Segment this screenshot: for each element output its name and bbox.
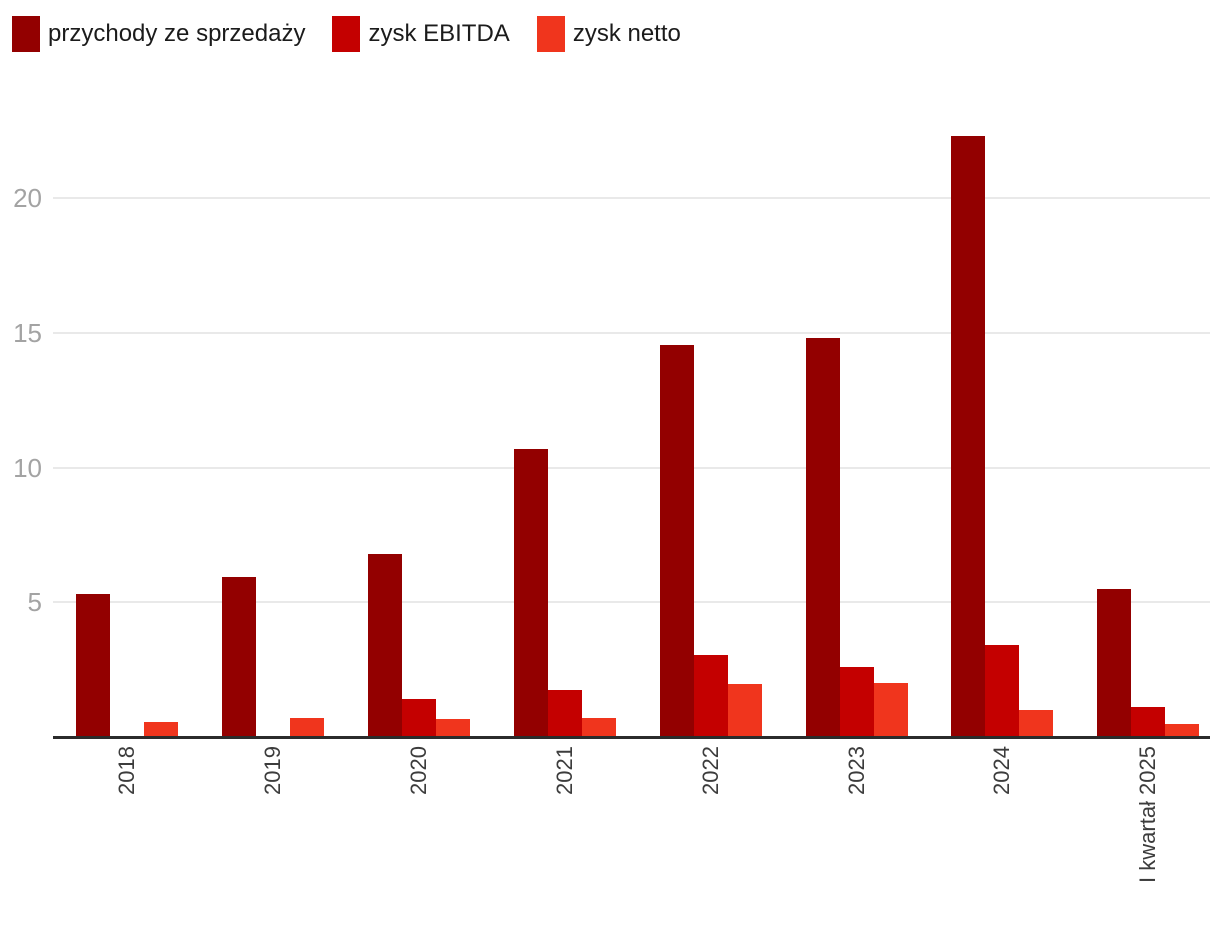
legend-label: przychody ze sprzedaży [48, 20, 306, 47]
bar-przychody-ze-sprzeda-y-2022[interactable] [660, 344, 694, 737]
bar-zysk-netto-2019[interactable] [290, 718, 324, 737]
bar-przychody-ze-sprzeda-y-2021[interactable] [514, 448, 548, 737]
bar-zysk-netto-2018[interactable] [144, 722, 178, 737]
bar-zysk-netto-2022[interactable] [728, 684, 762, 737]
x-axis-line [53, 736, 1210, 739]
legend-item-series-1[interactable]: zysk EBITDA [332, 16, 510, 52]
bar-przychody-ze-sprzeda-y-2020[interactable] [368, 553, 402, 737]
bar-zysk-ebitda-2023[interactable] [840, 666, 874, 737]
bar-zysk-netto-2024[interactable] [1019, 710, 1053, 737]
legend-swatch-icon [332, 16, 361, 52]
bar-zysk-netto-2023[interactable] [874, 683, 908, 737]
x-axis-label-2023: 2023 [843, 746, 869, 795]
bar-zysk-netto-2020[interactable] [436, 719, 470, 737]
y-axis-tick-label: 20 [13, 183, 42, 213]
bar-zysk-ebitda-2022[interactable] [694, 654, 728, 737]
legend-swatch-icon [536, 16, 565, 52]
x-axis-label-2021: 2021 [551, 746, 577, 795]
x-axis-label-2018: 2018 [114, 746, 139, 795]
legend-item-series-2[interactable]: zysk netto [536, 16, 681, 52]
gridline-15 [53, 331, 1210, 334]
gridline-20 [53, 197, 1210, 199]
bar-przychody-ze-sprzeda-y-i-kwarta-2025[interactable] [1097, 588, 1131, 737]
bar-przychody-ze-sprzeda-y-2023[interactable] [806, 338, 840, 737]
bar-zysk-netto-i-kwarta-2025[interactable] [1165, 723, 1199, 737]
x-axis-label-2019: 2019 [259, 746, 285, 795]
y-axis-tick-label: 5 [27, 587, 42, 618]
gridline-5 [53, 601, 1210, 604]
bar-zysk-ebitda-2024[interactable] [985, 645, 1019, 737]
bar-zysk-netto-2021[interactable] [582, 718, 616, 737]
x-axis-label-2022: 2022 [697, 746, 723, 795]
legend-item-series-0[interactable]: przychody ze sprzedaży [12, 16, 305, 52]
legend-label: zysk netto [572, 20, 681, 47]
x-axis-label-i-kwarta-2025: I kwartał 2025 [1135, 746, 1161, 883]
chart-legend: przychody ze sprzedaży zysk EBITDA zysk ne… [12, 16, 681, 52]
bar-zysk-ebitda-2021[interactable] [548, 689, 582, 737]
bar-przychody-ze-sprzeda-y-2019[interactable] [222, 576, 256, 737]
legend-label: zysk EBITDA [368, 20, 510, 47]
gridline-10 [53, 466, 1210, 469]
bar-zysk-ebitda-i-kwarta-2025[interactable] [1131, 707, 1165, 737]
legend-swatch-icon [12, 16, 40, 52]
y-axis-tick-label: 10 [13, 452, 42, 483]
x-axis-label-2020: 2020 [405, 746, 431, 795]
bar-przychody-ze-sprzeda-y-2024[interactable] [951, 136, 985, 737]
bar-przychody-ze-sprzeda-y-2018[interactable] [76, 594, 110, 737]
y-axis-tick-label: 15 [13, 317, 42, 348]
x-axis-label-2024: 2024 [989, 746, 1015, 795]
bar-zysk-ebitda-2020[interactable] [402, 699, 436, 737]
